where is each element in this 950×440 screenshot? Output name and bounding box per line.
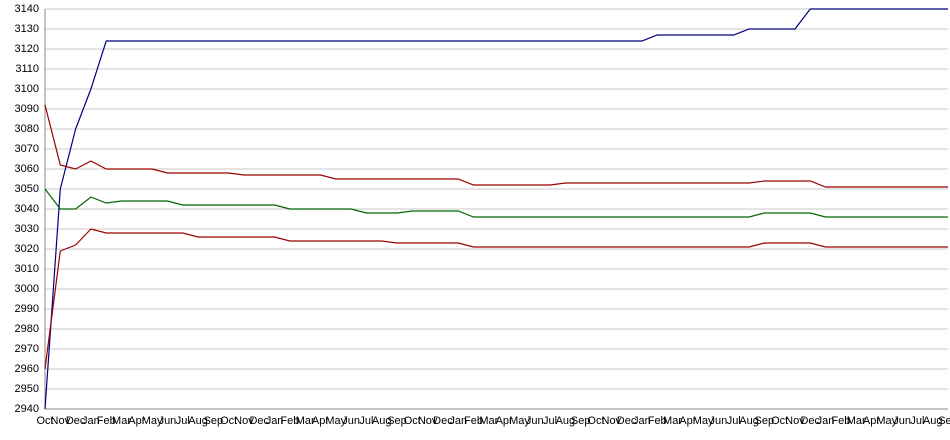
x-tick-label: Jan <box>817 415 835 427</box>
x-tick-label: Dec <box>433 415 453 427</box>
y-tick-label: 3110 <box>15 63 39 75</box>
series-line <box>44 104 948 188</box>
x-tick-label: Aug <box>372 415 392 427</box>
y-tick-label: 3140 <box>15 3 39 15</box>
y-tick-label: 3090 <box>15 103 39 115</box>
x-tick-label: May <box>509 415 530 427</box>
x-tick-label: Dec <box>66 415 86 427</box>
x-tick-label: Sep <box>755 415 775 427</box>
y-tick-label: 3060 <box>15 163 39 175</box>
x-tick-label: Nov <box>602 415 622 427</box>
x-tick-label: May <box>325 415 346 427</box>
x-tick-label: Nov <box>51 415 71 427</box>
x-tick-label: May <box>142 415 163 427</box>
x-tick-label: Apr <box>863 415 880 427</box>
y-tick-label: 3070 <box>15 143 39 155</box>
x-tick-label: Feb <box>464 415 483 427</box>
y-tick-label: 3040 <box>15 203 39 215</box>
x-tick-label: Nov <box>785 415 805 427</box>
x-tick-label: Jun <box>159 415 177 427</box>
x-tick-label: Mar <box>663 415 682 427</box>
x-tick-label: Mar <box>847 415 866 427</box>
x-tick-label: Sep <box>204 415 224 427</box>
x-tick-label: Aug <box>739 415 759 427</box>
x-tick-label: May <box>693 415 714 427</box>
x-tick-label: Dec <box>800 415 820 427</box>
y-tick-label: 3010 <box>15 263 39 275</box>
y-tick-label: 2980 <box>15 323 39 335</box>
x-tick-label: Apr <box>679 415 696 427</box>
x-tick-label: Jul <box>910 415 924 427</box>
x-tick-label: Nov <box>234 415 254 427</box>
x-tick-label: Jul <box>176 415 190 427</box>
x-tick-label: Jul <box>727 415 741 427</box>
x-tick-label: Jan <box>449 415 467 427</box>
x-tick-label: Jul <box>359 415 373 427</box>
x-tick-label: Jan <box>633 415 651 427</box>
y-tick-label: 3030 <box>15 223 39 235</box>
y-tick-label: 3130 <box>15 23 39 35</box>
y-tick-label: 3000 <box>15 283 39 295</box>
x-tick-label: Aug <box>556 415 576 427</box>
x-tick-label: Nov <box>418 415 438 427</box>
y-tick-label: 2950 <box>15 383 39 395</box>
x-tick-label: Oct <box>220 415 237 427</box>
x-tick-label: Jul <box>543 415 557 427</box>
y-tick-label: 3020 <box>15 243 39 255</box>
x-tick-label: Jun <box>342 415 360 427</box>
x-tick-label: Oct <box>36 415 53 427</box>
x-tick-label: Feb <box>831 415 850 427</box>
x-tick-label: Jan <box>82 415 100 427</box>
x-tick-label: May <box>876 415 897 427</box>
y-tick-label: 2960 <box>15 363 39 375</box>
x-tick-label: Apr <box>312 415 329 427</box>
x-tick-label: Jun <box>526 415 544 427</box>
y-tick-label: 3050 <box>15 183 39 195</box>
x-tick-label: Oct <box>404 415 421 427</box>
series-line <box>44 228 948 370</box>
x-tick-label: Aug <box>188 415 208 427</box>
y-tick-label: 2940 <box>15 403 39 415</box>
x-tick-label: Jun <box>710 415 728 427</box>
y-tick-label: 2990 <box>15 303 39 315</box>
y-tick-label: 3080 <box>15 123 39 135</box>
x-tick-label: Feb <box>97 415 116 427</box>
x-tick-label: Feb <box>648 415 667 427</box>
x-tick-label: Dec <box>249 415 269 427</box>
x-tick-label: Jun <box>893 415 911 427</box>
x-tick-label: Oct <box>771 415 788 427</box>
x-tick-label: Aug <box>923 415 943 427</box>
x-tick-label: Mar <box>479 415 498 427</box>
x-tick-label: Feb <box>280 415 299 427</box>
series-line <box>44 188 948 218</box>
x-tick-label: Apr <box>128 415 145 427</box>
x-tick-label: Oct <box>587 415 604 427</box>
x-tick-label: Mar <box>112 415 131 427</box>
y-tick-label: 3120 <box>15 43 39 55</box>
x-tick-label: Mar <box>296 415 315 427</box>
y-tick-label: 2970 <box>15 343 39 355</box>
x-tick-label: Dec <box>617 415 637 427</box>
x-tick-label: Sep <box>387 415 407 427</box>
x-tick-label: Apr <box>496 415 513 427</box>
series-line <box>44 8 948 410</box>
x-tick-label: Sep <box>938 415 950 427</box>
x-tick-label: Jan <box>266 415 284 427</box>
x-tick-label: Sep <box>571 415 591 427</box>
y-tick-label: 3100 <box>15 83 39 95</box>
